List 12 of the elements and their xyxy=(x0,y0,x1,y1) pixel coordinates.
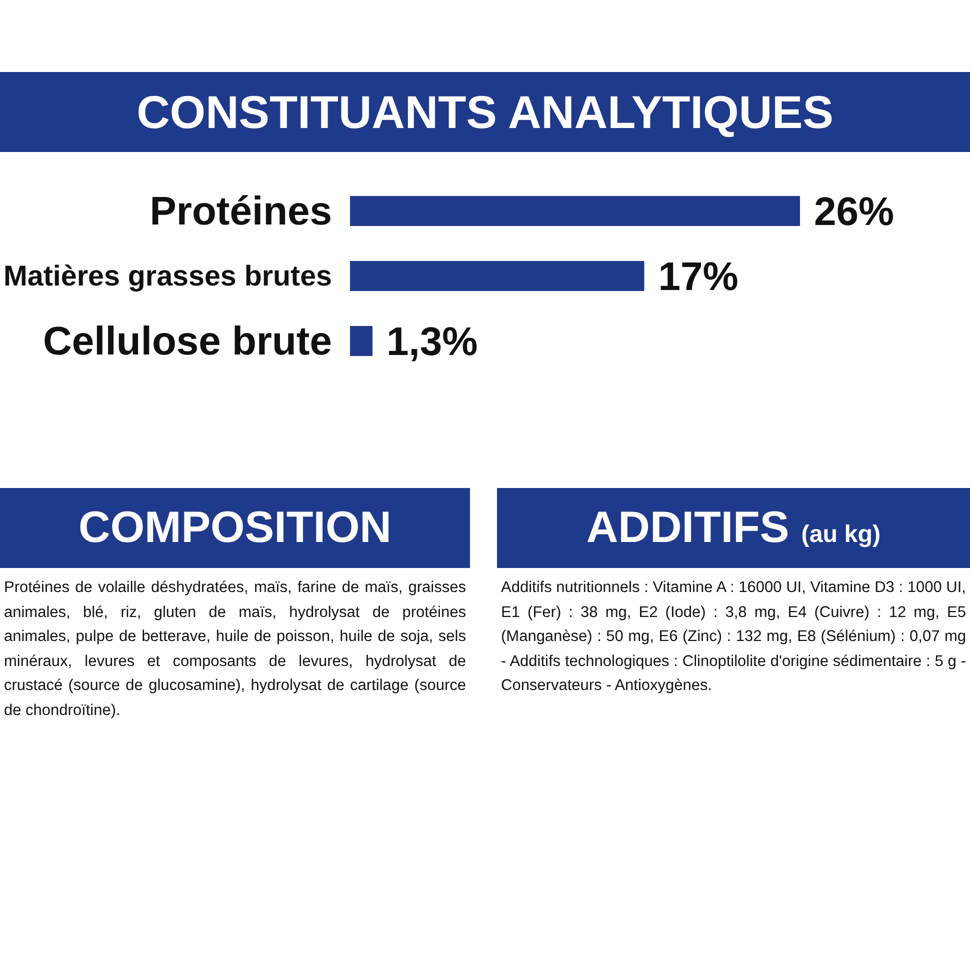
text: (au kg) xyxy=(801,520,881,549)
y-tick-label: Protéines xyxy=(150,190,332,234)
data-label: 26% xyxy=(814,190,894,234)
data-label: 17% xyxy=(658,255,738,300)
text: Additifs nutritionnels : Vitamine A : 16000 UI, Vitamine D3 : 1000 UI, E1 (Fer) : 38 mg, E2 (Iode) : 3,8 mg, E4 (Cuivre) : 12 mg, E5 (Manganèse) : 50 mg, E6 (Zinc) : 132 mg, E8 (Sélénium) : 0,07 mg - Additifs technologiques : Clinoptilolite d'origine sédimentaire : 5 g - Conservateurs - Antioxygènes. xyxy=(501,578,966,696)
text: ADDITIFS xyxy=(586,503,790,553)
text: Protéines de volaille déshydratées, maïs, farine de maïs, graisses animales, blé, riz, gluten de maïs, hydrolysat de protéines animales, pulpe de betterave, huile de poisson, huile de soja, sels minéraux, levures et composants de levures, hydrolysat de crustacé (source de glucosamine), hydrolysat de cartilage (source de chondroïtine). xyxy=(4,578,466,720)
y-tick-label: Cellulose brute xyxy=(43,320,332,364)
text: COMPOSITION xyxy=(78,503,392,553)
y-tick-label: Matières grasses brutes xyxy=(4,260,332,293)
chart-title: CONSTITUANTS ANALYTIQUES xyxy=(136,85,834,139)
data-label: 1,3% xyxy=(386,320,478,364)
